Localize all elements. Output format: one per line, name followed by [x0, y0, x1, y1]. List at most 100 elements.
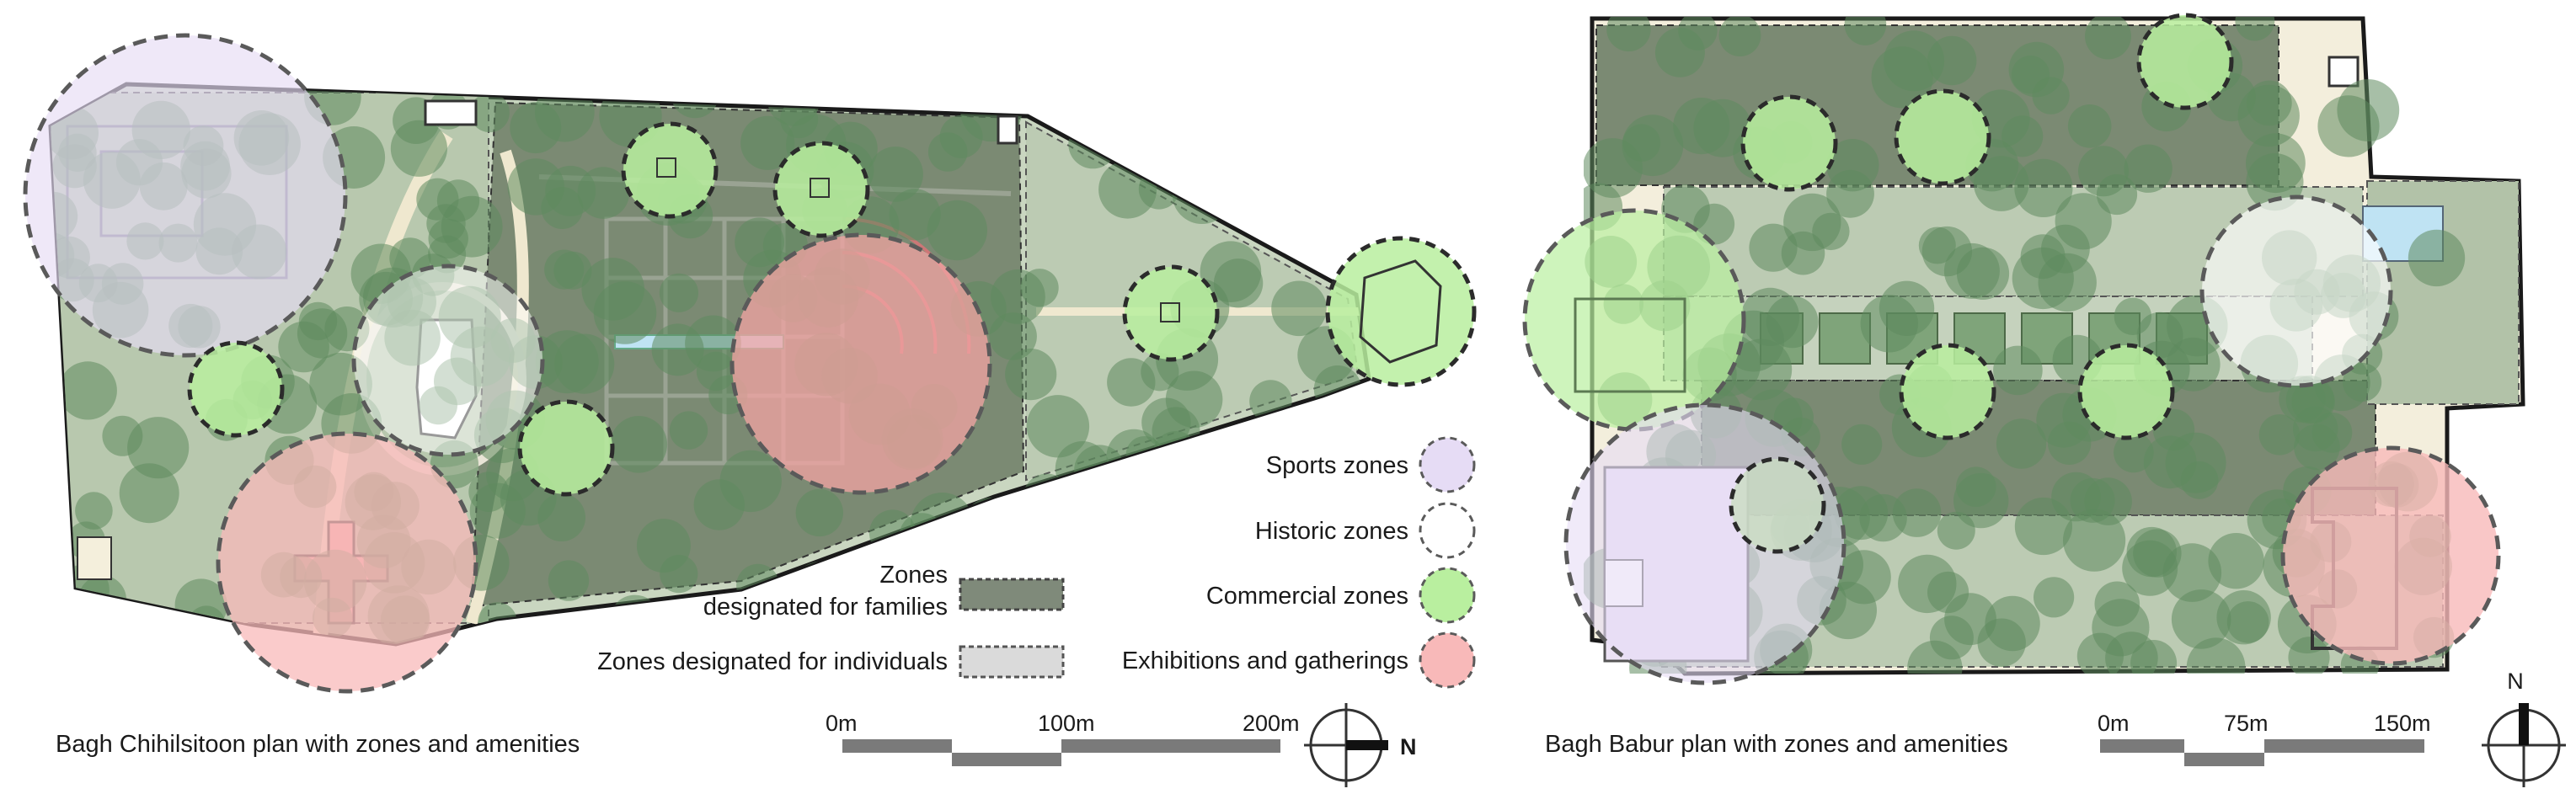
tree — [2094, 581, 2140, 627]
exhibition-zone-marker — [216, 431, 478, 694]
right-north-arrow: N — [2482, 669, 2566, 787]
commercial-zone-marker — [517, 399, 615, 497]
scale-label-75: 75m — [2224, 711, 2269, 736]
tree — [544, 249, 585, 290]
north-label: N — [2507, 669, 2524, 694]
family-swatch — [959, 578, 1065, 611]
tree — [889, 189, 941, 241]
tree — [1313, 365, 1362, 413]
tree — [927, 132, 968, 172]
tree — [1606, 17, 1651, 52]
tree — [1163, 593, 1208, 637]
sports-zone-marker — [23, 33, 348, 358]
right-map-caption: Bagh Babur plan with zones and amenities — [1545, 731, 2008, 758]
tree — [2001, 115, 2044, 157]
commercial-zone-marker — [1122, 264, 1220, 362]
tree — [593, 281, 657, 344]
tree — [2293, 406, 2338, 452]
legend-type-label: Sports zones — [1266, 452, 1408, 479]
tree — [2235, 17, 2275, 41]
tree — [2105, 631, 2158, 674]
tree — [102, 415, 143, 456]
tree — [2067, 104, 2112, 148]
tree — [636, 519, 691, 573]
tree — [468, 472, 510, 512]
tree — [1740, 287, 1800, 346]
historic-zone-marker — [2199, 195, 2393, 388]
commercial-building — [1574, 297, 1686, 393]
commercial-zone-marker — [1740, 94, 1838, 192]
tree — [693, 479, 745, 530]
commercial-zone-marker — [1899, 343, 1996, 440]
tree — [1174, 501, 1232, 557]
legend-families: Zones designated for families — [703, 562, 1065, 621]
commercial-zone-marker — [621, 121, 719, 219]
gate-building — [424, 99, 478, 126]
tree — [1929, 615, 1974, 660]
tree — [1584, 138, 1643, 199]
commercial-zone-marker — [1522, 208, 1746, 432]
tree — [1165, 370, 1223, 429]
tree — [795, 488, 843, 537]
tree — [2180, 461, 2219, 499]
tree — [638, 600, 684, 644]
scale-label-150: 150m — [2374, 711, 2431, 736]
tree — [2063, 509, 2126, 572]
tree — [507, 158, 564, 216]
tree — [1070, 96, 1110, 136]
scale-label-0: 0m — [2098, 711, 2130, 736]
tree — [469, 93, 510, 133]
tree — [735, 217, 784, 268]
tree — [2237, 84, 2300, 147]
tree — [610, 416, 668, 473]
tree — [1844, 17, 1887, 45]
commercial-zone-marker — [2077, 343, 2175, 440]
tree — [1812, 212, 1850, 251]
tree — [1172, 164, 1232, 224]
tree — [1773, 397, 1814, 438]
historic-zone-marker — [351, 264, 545, 457]
tree — [1249, 380, 1292, 423]
exhibition-zone-marker — [730, 232, 992, 495]
tree — [1996, 418, 2047, 469]
tree — [1005, 349, 1057, 401]
legend-zone-types: Sports zones Historic zones Commercial zon… — [1122, 436, 1476, 689]
commercial-zone-marker — [1894, 88, 1991, 186]
tree — [2166, 337, 2221, 392]
scale-label-0: 0m — [826, 711, 858, 736]
gate-building — [997, 115, 1018, 145]
legend-type-label: Commercial zones — [1206, 583, 1408, 610]
tree — [2047, 421, 2092, 465]
tree — [1106, 429, 1162, 484]
tree — [2014, 158, 2073, 217]
tree — [989, 312, 1037, 360]
tree — [2041, 224, 2090, 274]
tree — [1749, 223, 1798, 272]
legend-type-swatch — [1419, 502, 1476, 559]
commercial-zone-marker — [1729, 456, 1826, 554]
gate-building — [2327, 56, 2360, 88]
tree — [577, 167, 630, 219]
tree — [478, 602, 517, 642]
tree — [1098, 99, 1147, 148]
right-scale-bar: 0m 75m 150m — [2098, 711, 2431, 766]
tree — [2343, 362, 2382, 402]
tree — [1884, 30, 1945, 92]
tree — [2096, 173, 2138, 216]
tree — [2246, 133, 2306, 194]
tree — [927, 200, 988, 261]
tree — [2408, 229, 2466, 287]
commercial-zone-marker — [772, 141, 870, 238]
tree — [1141, 353, 1179, 392]
tree — [1279, 213, 1324, 258]
tree — [2171, 589, 2231, 649]
tree — [2208, 533, 2264, 589]
tree — [2114, 432, 2154, 473]
tree — [1892, 488, 1942, 537]
commercial-building — [1359, 259, 1442, 364]
tree — [2034, 577, 2075, 618]
tree — [1977, 618, 2026, 667]
tree — [2226, 601, 2269, 643]
tree — [426, 204, 466, 243]
tree — [2122, 540, 2178, 596]
